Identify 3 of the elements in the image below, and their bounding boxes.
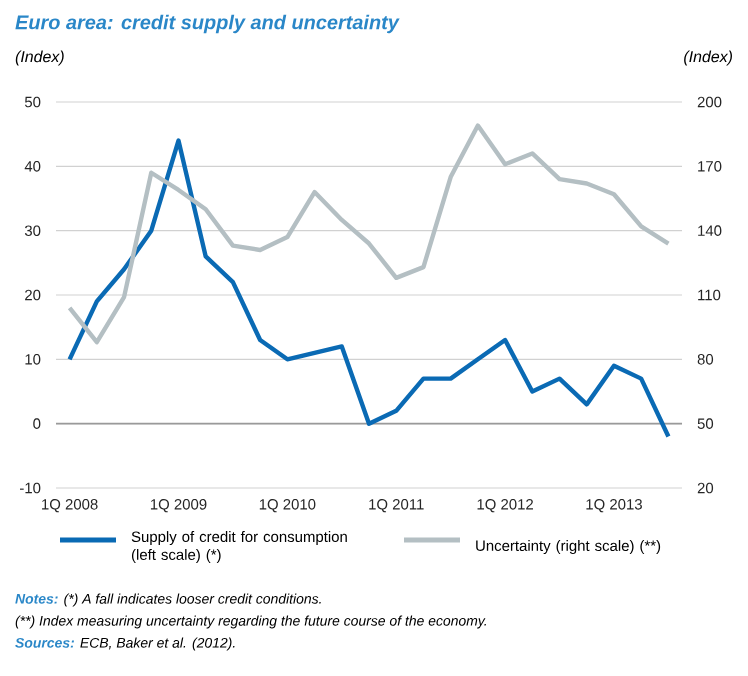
line-series bbox=[67, 138, 671, 439]
chart-title: Euro area: credit supply and uncertainty bbox=[15, 14, 400, 34]
line-series bbox=[67, 123, 671, 345]
